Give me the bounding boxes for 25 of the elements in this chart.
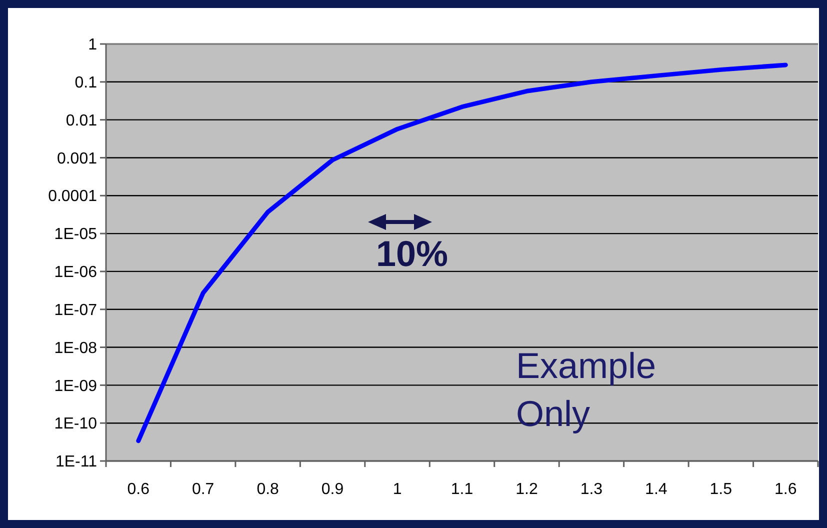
y-tick-label: 1E-07 bbox=[54, 302, 98, 319]
y-tick-label: 1E-11 bbox=[55, 454, 98, 471]
y-tick-label: 0.1 bbox=[74, 74, 98, 92]
y-tick-label: 1E-05 bbox=[54, 226, 98, 244]
y-tick-label: 0.001 bbox=[56, 150, 98, 168]
line-series bbox=[136, 62, 788, 444]
x-tick-label: 0.6 bbox=[127, 481, 150, 498]
y-tick-label: 1E-06 bbox=[54, 264, 98, 282]
y-tick-label: 1E-08 bbox=[54, 340, 98, 357]
y-tick-label: 1E-09 bbox=[54, 378, 98, 395]
x-tick-label: 1.2 bbox=[516, 481, 538, 498]
x-tick-label: 1.1 bbox=[450, 481, 474, 498]
x-tick-label: 0.8 bbox=[256, 481, 280, 498]
annotation: 10% bbox=[376, 233, 448, 274]
y-tick-label: 1 bbox=[88, 36, 98, 54]
x-tick-label: 1.5 bbox=[710, 481, 732, 498]
x-tick-label: 0.7 bbox=[192, 481, 214, 498]
y-tick-label: 0.01 bbox=[66, 112, 98, 130]
y-tick-label: 1E-10 bbox=[54, 416, 98, 433]
x-tick-label: 1 bbox=[392, 481, 402, 498]
x-tick-label: 1.4 bbox=[645, 481, 668, 498]
x-tick-label: 1.3 bbox=[580, 481, 603, 498]
x-tick-label: 0.9 bbox=[321, 481, 344, 498]
y-tick-label: 0.0001 bbox=[48, 188, 98, 206]
x-tick-label: 1.6 bbox=[774, 481, 797, 498]
